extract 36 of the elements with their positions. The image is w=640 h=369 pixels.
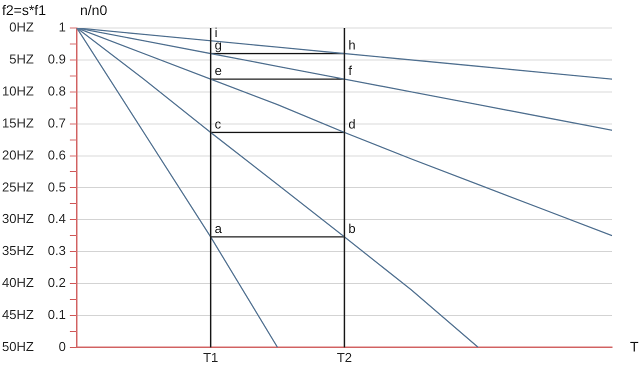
y2-tick-label: 40HZ — [2, 275, 34, 290]
y2-tick-label: 30HZ — [2, 211, 34, 226]
y-tick-label: 0.2 — [48, 275, 66, 290]
annotation: d — [348, 116, 356, 132]
y-tick-label: 0.6 — [48, 147, 66, 162]
annotation: g — [214, 38, 222, 53]
y-tick-label: 0.5 — [48, 179, 66, 194]
y2-tick-label: 20HZ — [2, 147, 34, 162]
y-tick-label: 0.3 — [48, 243, 66, 258]
x-axis-title: T — [630, 338, 639, 354]
annotation: i — [214, 24, 218, 40]
y-tick-label: 1 — [58, 20, 66, 35]
annotation: h — [348, 38, 356, 53]
y-tick-label: 0.9 — [48, 52, 66, 67]
y-tick-label: 0.1 — [48, 307, 66, 322]
y-tick-label: 0.4 — [48, 211, 66, 226]
x-tick-label: T1 — [203, 350, 218, 365]
x-tick-label: T2 — [336, 350, 352, 365]
y2-tick-label: 35HZ — [2, 243, 34, 258]
y-tick-label: 0.7 — [48, 115, 66, 130]
y2-tick-label: 10HZ — [2, 83, 34, 98]
annotation: a — [214, 220, 223, 236]
annotation: b — [348, 220, 356, 236]
y2-tick-label: 0HZ — [9, 20, 34, 35]
y2-tick-label: 45HZ — [2, 307, 34, 322]
y-tick-label: 0.8 — [48, 83, 66, 98]
y2-tick-label: 50HZ — [2, 338, 34, 354]
y2-tick-label: 15HZ — [2, 115, 34, 130]
y2-tick-label: 5HZ — [9, 52, 34, 67]
annotation: e — [214, 63, 222, 78]
annotation: c — [214, 116, 222, 132]
y-tick-label: 0 — [58, 338, 66, 354]
y2-tick-label: 25HZ — [2, 179, 34, 194]
annotation: f — [348, 63, 352, 78]
y2-axis-title: f2=s*f1 — [2, 2, 46, 18]
y-axis-title: n/n0 — [80, 2, 108, 18]
